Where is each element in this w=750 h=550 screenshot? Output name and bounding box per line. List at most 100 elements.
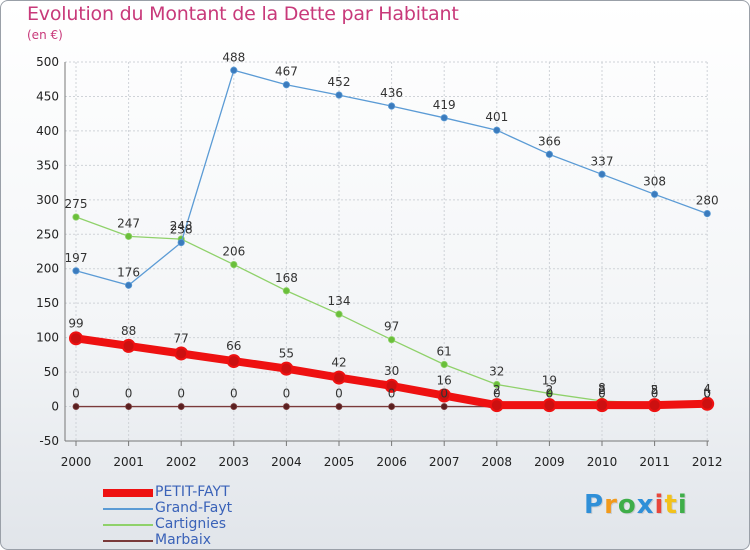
data-label-cartignies: 243 [170,219,193,233]
data-point-cartignies [230,260,238,269]
data-label-petit-fayt: 99 [68,316,83,330]
x-tick-label: 2003 [219,455,250,469]
x-tick-label: 2002 [166,455,197,469]
y-tick-label: 100 [36,331,59,345]
data-label-grand-fayt: 488 [222,50,245,64]
data-point-cartignies [72,213,80,221]
x-tick-label: 2011 [639,455,670,469]
data-point-marbaix [388,403,396,410]
legend: PETIT-FAYT Grand-Fayt Cartignies Marbaix [103,484,303,549]
data-label-marbaix: 0 [440,387,448,401]
data-point-cartignies [282,287,290,295]
data-point-petit-fayt [226,354,241,369]
data-label-marbaix: 0 [230,387,238,401]
x-tick-label: 2001 [113,455,144,469]
data-point-marbaix [72,403,80,410]
data-label-marbaix: 0 [598,387,606,401]
data-label-grand-fayt: 308 [643,174,666,188]
data-label-cartignies: 61 [437,345,452,359]
data-label-cartignies: 97 [384,320,399,334]
data-label-marbaix: 0 [283,387,291,401]
data-label-marbaix: 0 [72,387,80,401]
data-label-grand-fayt: 176 [117,265,140,279]
data-label-petit-fayt: 2 [651,383,659,397]
proxiti-logo: Proxiti [584,490,688,520]
y-tick-label: 200 [36,262,59,276]
x-tick-label: 2009 [534,455,565,469]
x-tick-label: 2006 [376,455,407,469]
data-point-grand-fayt [125,281,133,289]
data-label-grand-fayt: 280 [696,194,719,208]
data-point-marbaix [125,403,132,410]
data-label-cartignies: 247 [117,216,140,230]
data-point-marbaix [177,403,185,410]
legend-item-cartignies: Cartignies [103,516,303,533]
data-point-grand-fayt [650,190,659,198]
data-label-petit-fayt: 88 [121,324,136,338]
chart-unit: (en €) [27,28,63,42]
y-tick-label: 300 [36,193,59,207]
data-point-petit-fayt [121,338,136,353]
data-point-petit-fayt [489,398,504,413]
data-label-grand-fayt: 337 [591,154,614,168]
x-tick-label: 2012 [692,455,723,469]
legend-label: Marbaix [155,532,212,548]
data-label-petit-fayt: 4 [703,382,711,396]
legend-label: Cartignies [155,516,227,532]
data-point-petit-fayt [700,396,715,411]
y-tick-label: 450 [36,89,59,103]
data-label-cartignies: 275 [65,197,88,211]
data-point-grand-fayt [282,81,290,89]
data-point-petit-fayt [437,388,452,403]
data-point-grand-fayt [598,170,606,178]
legend-swatch [103,508,153,510]
data-label-grand-fayt: 436 [380,86,403,100]
legend-item-marbaix: Marbaix [103,532,303,549]
data-label-cartignies: 134 [328,294,351,308]
y-tick-label: 350 [36,158,59,172]
legend-swatch [103,540,153,542]
data-point-grand-fayt [440,114,448,122]
x-tick-label: 2010 [587,455,618,469]
data-label-petit-fayt: 16 [437,374,452,388]
data-label-petit-fayt: 2 [493,383,501,397]
data-label-marbaix: 0 [493,387,501,401]
data-point-petit-fayt [332,370,346,385]
legend-swatch [103,524,153,526]
x-tick-label: 2005 [324,455,355,469]
data-point-marbaix [230,403,238,410]
data-point-grand-fayt [387,102,396,110]
chart-title: Evolution du Montant de la Dette par Hab… [27,3,459,25]
x-tick-label: 2008 [482,455,513,469]
x-tick-label: 2000 [61,455,92,469]
data-label-cartignies: 0 [703,387,711,401]
data-label-cartignies: 5 [651,383,659,397]
data-label-petit-fayt: 42 [331,356,346,370]
data-point-grand-fayt [545,150,554,158]
data-point-grand-fayt [230,66,238,74]
data-point-cartignies [125,232,133,240]
data-label-grand-fayt: 197 [65,251,88,265]
data-label-petit-fayt: 77 [174,331,189,345]
data-label-marbaix: 0 [546,387,554,401]
y-tick-label: 500 [36,55,59,69]
data-point-grand-fayt [177,238,185,247]
data-label-grand-fayt: 419 [433,98,456,112]
legend-label: PETIT-FAYT [155,484,230,500]
data-label-petit-fayt: 55 [279,347,294,361]
data-label-petit-fayt: 66 [226,339,241,353]
data-point-marbaix [335,403,343,410]
series-layer [69,66,715,413]
data-label-cartignies: 168 [275,271,298,285]
data-point-grand-fayt [72,267,80,275]
data-point-grand-fayt [493,126,501,134]
data-label-petit-fayt: 2 [546,383,554,397]
x-tick-label: 2004 [271,455,302,469]
data-point-marbaix [440,403,448,410]
data-point-petit-fayt [542,398,557,413]
y-tick-label: 400 [36,124,59,138]
